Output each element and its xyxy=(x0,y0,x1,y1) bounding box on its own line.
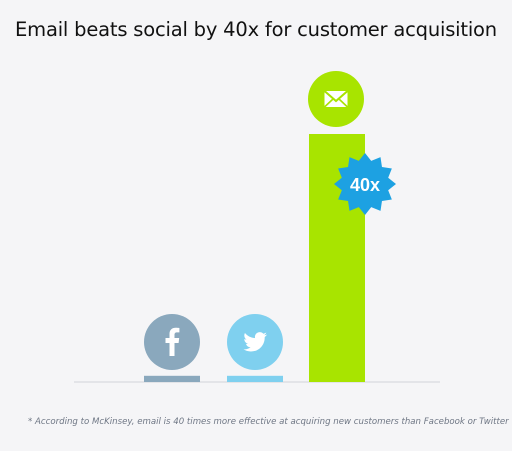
chart-title: Email beats social by 40x for customer a… xyxy=(15,18,497,41)
multiplier-badge: 40x xyxy=(334,153,396,215)
twitter-glyph xyxy=(243,332,267,352)
facebook-icon xyxy=(144,314,200,370)
bar-facebook xyxy=(144,375,200,382)
badge-starburst xyxy=(334,153,396,215)
envelope-fold-right xyxy=(338,98,349,108)
envelope-fold-left xyxy=(323,98,334,108)
email-icon xyxy=(308,71,364,127)
facebook-glyph xyxy=(165,327,180,356)
badge-label: 40x xyxy=(350,175,380,195)
envelope-flap xyxy=(323,90,349,103)
bar-twitter xyxy=(227,375,283,382)
footnote: * According to McKinsey, email is 40 tim… xyxy=(28,417,509,427)
twitter-icon xyxy=(227,314,283,370)
